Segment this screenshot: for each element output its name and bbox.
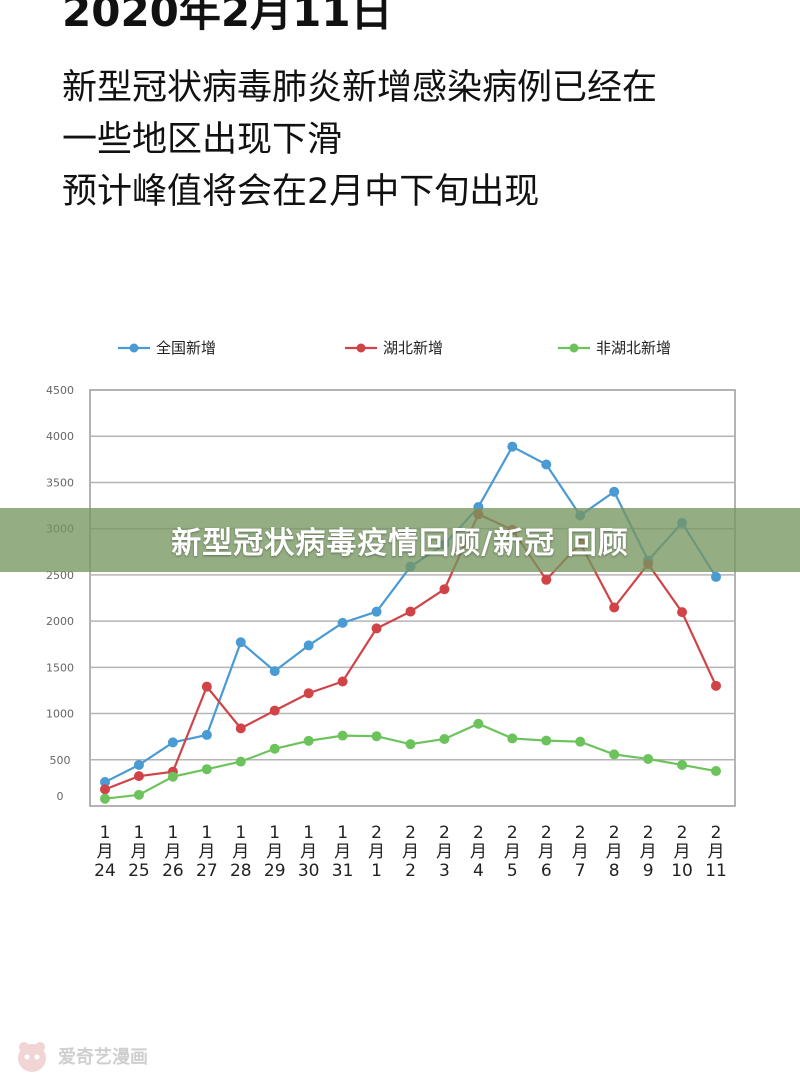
data-point: [337, 676, 348, 687]
chart-series: [100, 441, 721, 804]
data-point: [269, 666, 280, 677]
data-point: [541, 735, 552, 746]
data-point: [609, 749, 620, 760]
data-point: [167, 737, 178, 748]
headline-top: 2020年2月11日: [62, 0, 393, 36]
watermark-logo-icon: [18, 1042, 46, 1072]
plot-frame: [89, 389, 736, 807]
legend-swatch-marker: [356, 343, 366, 353]
data-point: [609, 486, 620, 497]
data-point: [405, 606, 416, 617]
y-tick-label: 1500: [46, 661, 74, 674]
data-point: [337, 730, 348, 741]
x-axis: 1 月 24 1 月 25 1 月 26 1 月 27 1 月 28 1 月 29 1 月 30 1 月 31 2 月 1 2 月 2 2 月…: [94, 823, 727, 881]
data-point: [235, 637, 246, 648]
y-tick-label: 0: [57, 790, 64, 803]
y-tick-label: 1000: [46, 708, 74, 721]
x-tick-label: 1 月 30: [298, 823, 320, 881]
data-point: [201, 764, 212, 775]
data-point: [235, 723, 246, 734]
data-point: [473, 718, 484, 729]
x-tick-label: 1 月 25: [128, 823, 150, 881]
data-point: [371, 731, 382, 742]
data-point: [575, 736, 586, 747]
y-axis: 050010001500200025003000350040004500: [46, 384, 74, 803]
data-point: [337, 617, 348, 628]
legend-label: 全国新增: [156, 339, 216, 357]
series-line: [104, 722, 717, 800]
x-tick-label: 1 月 31: [332, 823, 354, 881]
data-point: [609, 602, 620, 613]
watermark-text: 爱奇艺漫画: [58, 1047, 148, 1068]
y-tick-label: 2500: [46, 569, 74, 582]
headline-line-3: 预计峰值将会在2月中下旬出现: [62, 172, 540, 212]
y-tick-label: 3500: [46, 476, 74, 489]
data-point: [133, 771, 144, 782]
y-tick-label: 500: [50, 754, 71, 767]
x-tick-label: 1 月 29: [264, 823, 286, 881]
data-point: [439, 733, 450, 744]
data-point: [303, 735, 314, 746]
title-banner: 新型冠状病毒疫情回顾/新冠 回顾: [0, 508, 800, 572]
data-point: [677, 607, 688, 618]
chart-legend: 全国新增 湖北新增 非湖北新增: [118, 339, 671, 357]
y-tick-label: 2000: [46, 615, 74, 628]
headline: 新型冠状病毒肺炎新增感染病例已经在 一些地区出现下滑 预计峰值将会在2月中下旬出…: [62, 62, 657, 218]
data-point: [133, 789, 144, 800]
x-tick-label: 1 月 28: [230, 823, 252, 881]
data-point: [541, 574, 552, 585]
data-point: [201, 729, 212, 740]
y-tick-label: 4000: [46, 430, 74, 443]
data-point: [235, 756, 246, 767]
data-point: [507, 441, 518, 452]
legend-swatch-marker: [129, 343, 139, 353]
data-point: [371, 623, 382, 634]
data-point: [677, 759, 688, 770]
y-tick-label: 4500: [46, 384, 74, 397]
x-tick-label: 1 月 27: [196, 823, 218, 881]
data-point: [303, 640, 314, 651]
data-point: [100, 784, 110, 795]
data-point: [541, 459, 552, 470]
data-point: [711, 680, 721, 691]
data-point: [711, 571, 721, 582]
data-point: [303, 688, 314, 699]
legend-label: 非湖北新增: [596, 339, 671, 357]
data-point: [133, 759, 144, 770]
data-point: [643, 753, 654, 764]
data-point: [167, 771, 178, 782]
x-tick-label: 2 月 10: [671, 823, 693, 881]
x-tick-label: 1 月 26: [162, 823, 184, 881]
data-point: [711, 766, 721, 777]
legend-swatch-marker: [569, 343, 579, 353]
data-point: [371, 606, 382, 617]
data-point: [269, 705, 280, 716]
x-tick-label: 1 月 24: [94, 823, 116, 881]
data-point: [201, 681, 212, 692]
headline-line-2: 一些地区出现下滑: [62, 120, 343, 160]
data-point: [439, 584, 450, 595]
data-point: [100, 777, 110, 788]
data-point: [507, 733, 518, 744]
data-point: [100, 793, 110, 804]
headline-line-1: 新型冠状病毒肺炎新增感染病例已经在: [62, 68, 658, 108]
data-point: [405, 739, 416, 750]
legend-label: 湖北新增: [383, 339, 443, 357]
watermark: 爱奇艺漫画: [14, 1038, 148, 1074]
data-point: [269, 743, 280, 754]
x-tick-label: 2 月 11: [705, 823, 727, 881]
banner-text: 新型冠状病毒疫情回顾/新冠 回顾: [171, 526, 629, 561]
